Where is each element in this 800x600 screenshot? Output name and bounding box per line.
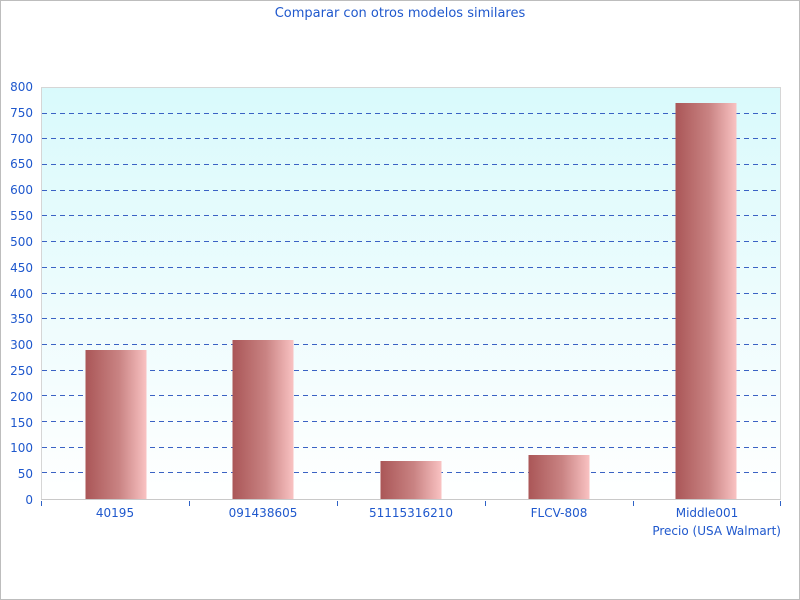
x-tick-mark-5 <box>780 501 781 506</box>
bar-40195 <box>85 350 147 499</box>
y-tick-label-650: 650 <box>10 157 33 172</box>
gridline-550 <box>42 215 780 217</box>
gridline-500 <box>42 241 780 243</box>
y-tick-label-250: 250 <box>10 363 33 378</box>
x-tick-label-51115316210: 51115316210 <box>369 506 453 520</box>
bar-slot-FLCV-808 <box>485 88 633 499</box>
x-tick-label-091438605: 091438605 <box>228 506 298 520</box>
x-tick-label-40195: 40195 <box>95 506 135 520</box>
y-tick-label-100: 100 <box>10 441 33 456</box>
x-tick-label-Middle001: Middle001 <box>675 506 739 520</box>
gridline-600 <box>42 189 780 191</box>
gridline-350 <box>42 318 780 320</box>
gridline-650 <box>42 164 780 166</box>
y-tick-label-450: 450 <box>10 260 33 275</box>
y-tick-label-500: 500 <box>10 234 33 249</box>
bar-51115316210 <box>380 460 442 499</box>
bar-slot-Middle001 <box>632 88 780 499</box>
gridline-400 <box>42 292 780 294</box>
gridline-700 <box>42 138 780 140</box>
x-tick-mark-1 <box>189 501 190 506</box>
y-tick-label-200: 200 <box>10 389 33 404</box>
y-tick-label-0: 0 <box>25 493 33 507</box>
gridline-750 <box>42 112 780 114</box>
x-axis-title: Precio (USA Walmart) <box>652 524 781 538</box>
gridline-150 <box>42 420 780 422</box>
gridline-250 <box>42 369 780 371</box>
x-axis-labels: 40195 091438605 51115316210 FLCV-808 Middle0… <box>41 506 781 522</box>
bar-091438605 <box>232 339 294 499</box>
plot-area <box>41 87 781 500</box>
bar-slot-51115316210 <box>337 88 485 499</box>
y-tick-label-750: 750 <box>10 105 33 120</box>
chart-title: Comparar con otros modelos similares <box>274 6 526 21</box>
y-tick-label-800: 800 <box>10 80 33 94</box>
y-axis: 0 50 100 150 200 250 300 350 400 450 500 550 600 650 7… <box>0 81 33 506</box>
gridline-100 <box>42 446 780 448</box>
gridline-300 <box>42 343 780 345</box>
y-tick-label-700: 700 <box>10 131 33 146</box>
y-tick-label-300: 300 <box>10 338 33 353</box>
x-axis-ticks <box>41 501 781 506</box>
y-tick-label-600: 600 <box>10 183 33 198</box>
y-tick-label-50: 50 <box>17 467 33 482</box>
x-tick-mark-2 <box>337 501 338 506</box>
y-tick-label-350: 350 <box>10 312 33 327</box>
x-tick-mark-4 <box>633 501 634 506</box>
y-tick-label-550: 550 <box>10 209 33 224</box>
y-tick-label-150: 150 <box>10 415 33 430</box>
bar-Middle001 <box>675 103 737 499</box>
bar-slot-40195 <box>42 88 190 499</box>
bar-slot-091438605 <box>190 88 338 499</box>
gridline-200 <box>42 395 780 397</box>
y-tick-label-400: 400 <box>10 286 33 301</box>
x-tick-mark-3 <box>485 501 486 506</box>
bar-FLCV-808 <box>528 454 590 499</box>
x-tick-mark-0 <box>41 501 42 506</box>
gridline-450 <box>42 266 780 268</box>
x-tick-label-FLCV-808: FLCV-808 <box>530 506 588 520</box>
